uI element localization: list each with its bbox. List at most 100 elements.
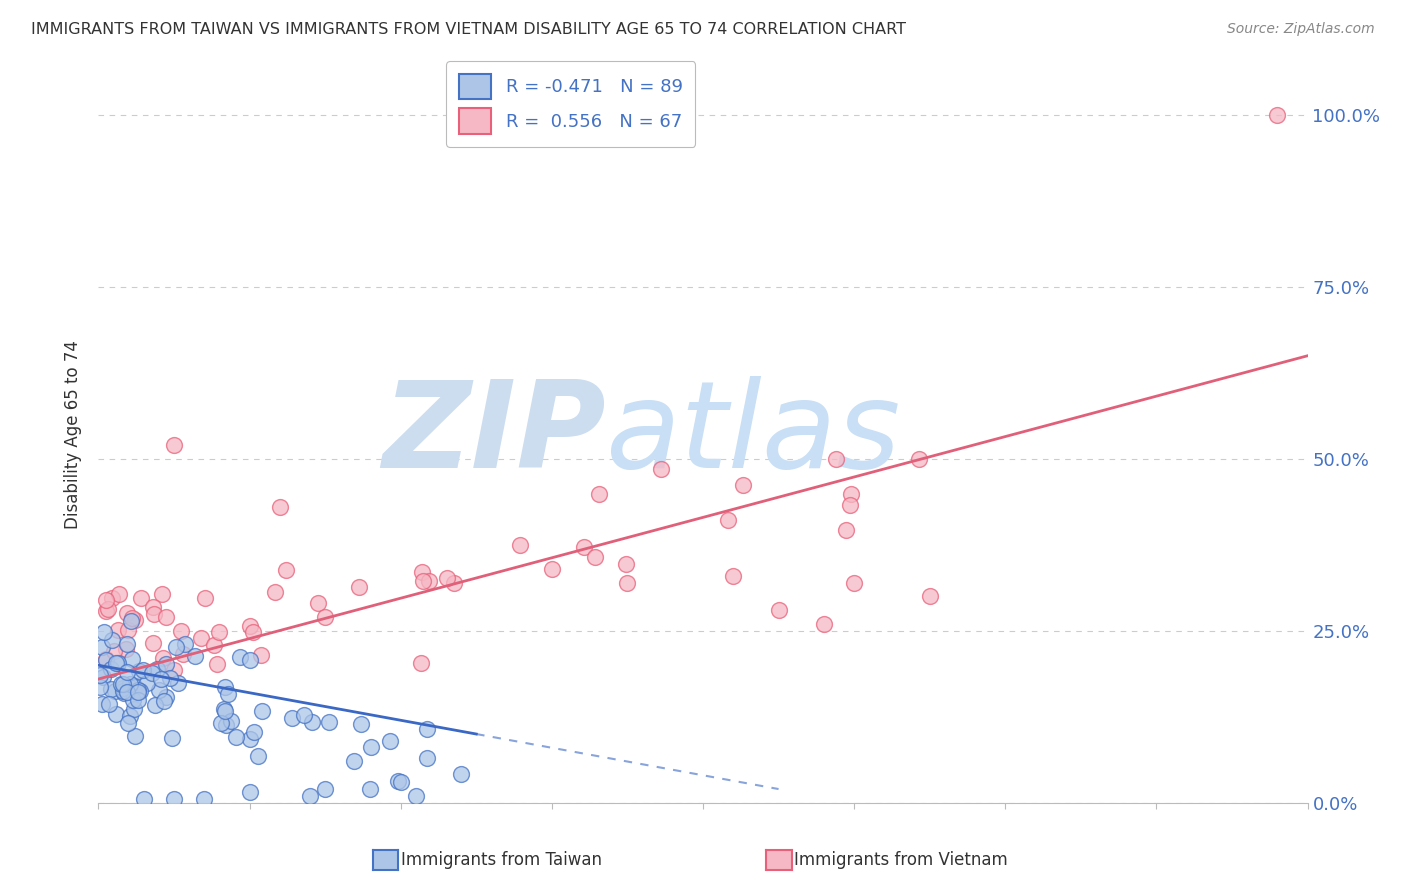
Point	[163, 438, 186, 452]
Point	[307, 596, 329, 610]
Point	[94, 593, 117, 607]
Point	[120, 708, 142, 723]
Point	[165, 640, 187, 655]
Point	[360, 740, 382, 755]
Point	[250, 704, 273, 718]
Point	[250, 648, 273, 663]
Point	[239, 653, 262, 667]
Point	[217, 687, 239, 701]
Point	[314, 782, 336, 797]
Point	[163, 792, 186, 806]
Point	[127, 682, 149, 697]
Point	[450, 766, 472, 780]
Text: ZIP: ZIP	[382, 376, 606, 493]
Point	[723, 569, 745, 583]
Point	[129, 683, 152, 698]
Point	[97, 602, 120, 616]
Point	[146, 662, 169, 676]
Point	[416, 722, 439, 736]
Point	[132, 792, 155, 806]
Point	[214, 704, 236, 718]
Point	[129, 591, 152, 605]
Point	[239, 785, 262, 799]
Point	[194, 591, 217, 605]
Point	[94, 652, 117, 666]
Point	[117, 665, 139, 680]
Point	[120, 676, 142, 690]
Point	[844, 575, 866, 590]
Point	[411, 656, 433, 670]
Point	[155, 610, 177, 624]
Point	[838, 498, 860, 512]
Point	[212, 702, 235, 716]
Legend: R = -0.471   N = 89, R =  0.556   N = 67: R = -0.471 N = 89, R = 0.556 N = 67	[446, 62, 695, 146]
Point	[276, 563, 298, 577]
Point	[127, 693, 149, 707]
Point	[183, 649, 205, 664]
Point	[112, 686, 135, 700]
Point	[243, 725, 266, 739]
Point	[733, 477, 755, 491]
Point	[91, 670, 114, 684]
Point	[94, 653, 117, 667]
Point	[207, 657, 229, 672]
Point	[411, 565, 433, 579]
Point	[190, 632, 212, 646]
Point	[127, 685, 149, 699]
Point	[124, 613, 146, 627]
Point	[214, 680, 236, 694]
Point	[193, 792, 215, 806]
Point	[246, 748, 269, 763]
Point	[380, 733, 402, 747]
Point	[264, 585, 287, 599]
Y-axis label: Disability Age 65 to 74: Disability Age 65 to 74	[65, 341, 83, 529]
Point	[115, 637, 138, 651]
Point	[101, 632, 124, 647]
Point	[211, 716, 233, 731]
Point	[97, 697, 120, 711]
Point	[412, 574, 434, 588]
Point	[389, 775, 412, 789]
Point	[717, 513, 740, 527]
Point	[583, 549, 606, 564]
Point	[572, 540, 595, 554]
Point	[150, 587, 173, 601]
Point	[173, 637, 195, 651]
Text: Immigrants from Vietnam: Immigrants from Vietnam	[794, 851, 1008, 869]
Point	[105, 707, 128, 722]
Point	[160, 731, 183, 745]
Point	[540, 562, 562, 576]
Point	[588, 487, 610, 501]
Point	[225, 730, 247, 744]
Point	[121, 611, 143, 625]
Point	[132, 663, 155, 677]
Point	[117, 715, 139, 730]
Point	[115, 606, 138, 620]
Point	[214, 718, 236, 732]
Point	[120, 614, 142, 628]
Point	[110, 677, 132, 691]
Point	[616, 575, 638, 590]
Point	[118, 680, 141, 694]
Point	[1267, 108, 1289, 122]
Point	[104, 656, 127, 670]
Point	[143, 607, 166, 621]
Text: Source: ZipAtlas.com: Source: ZipAtlas.com	[1227, 22, 1375, 37]
Point	[91, 640, 114, 654]
Point	[242, 625, 264, 640]
Point	[155, 657, 177, 672]
Point	[343, 754, 366, 768]
Point	[148, 682, 170, 697]
Point	[94, 604, 117, 618]
Point	[907, 452, 929, 467]
Point	[318, 714, 340, 729]
Point	[163, 663, 186, 677]
Point	[107, 657, 129, 671]
Point	[104, 684, 127, 698]
Point	[100, 662, 122, 676]
Point	[159, 672, 181, 686]
Point	[141, 665, 163, 680]
Point	[239, 619, 262, 633]
Point	[155, 690, 177, 704]
Point	[89, 668, 111, 682]
